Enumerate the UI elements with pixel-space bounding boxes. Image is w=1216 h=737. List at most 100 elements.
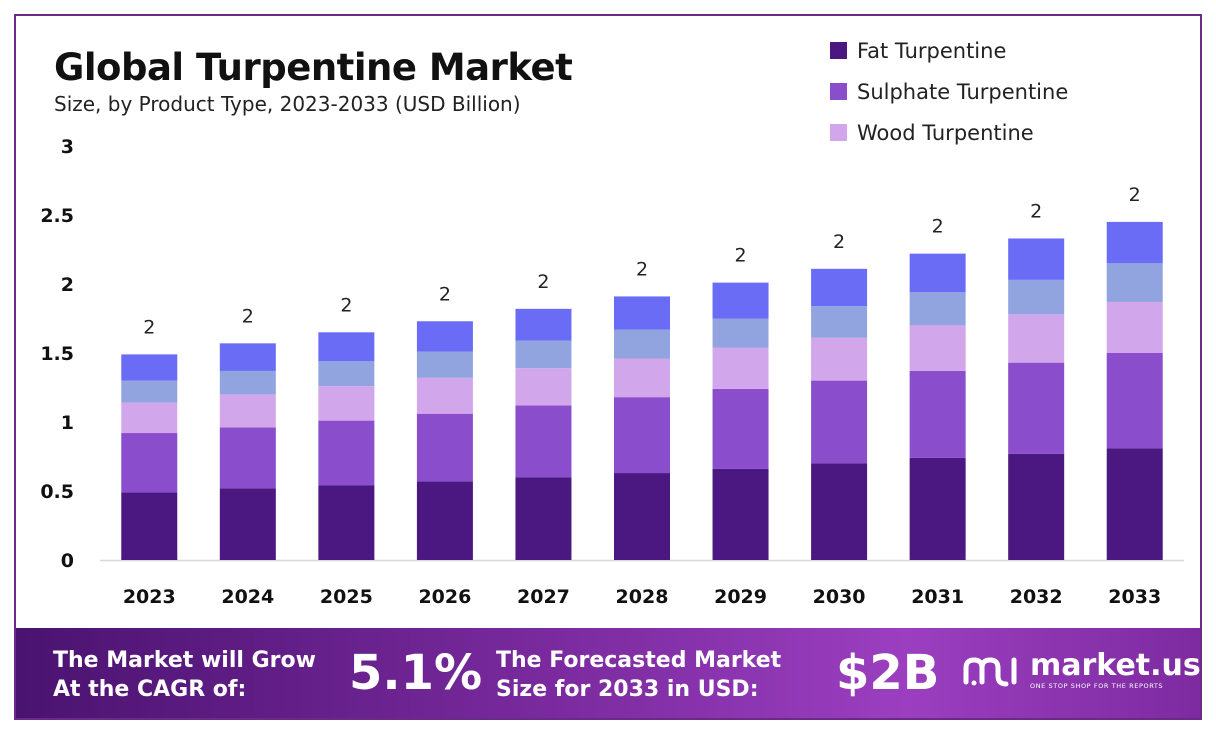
forecast-caption-line1: The Forecasted Market	[496, 646, 781, 675]
data-label: 2	[833, 231, 845, 253]
brand-text: market.us ONE STOP SHOP FOR THE REPORTS	[1030, 650, 1201, 691]
bar-segment	[614, 330, 670, 359]
chart-plot: 0 0.5 1 1.5 2 2.5 3 2 2023 2 2024 2 2025 2 2026 2 2027 2 2…	[16, 16, 1202, 628]
data-label: 2	[932, 216, 944, 238]
data-label: 2	[1129, 184, 1141, 206]
y-tick-label: 1.5	[40, 343, 74, 365]
bar-segment	[713, 469, 769, 560]
bar-segment	[318, 485, 374, 560]
bar-segment	[121, 403, 177, 433]
bar-segment	[417, 481, 473, 560]
bar-segment	[220, 488, 276, 560]
bar-segment	[614, 397, 670, 473]
bar-segment	[713, 319, 769, 348]
bar-segment	[910, 371, 966, 458]
cagr-caption-line2: At the CAGR of:	[53, 675, 316, 704]
y-tick-label: 2.5	[40, 205, 74, 227]
bar-segment	[910, 458, 966, 560]
bar-segment	[614, 296, 670, 329]
bar-segment	[1107, 353, 1163, 448]
bar-segment	[515, 368, 571, 405]
bar-segment	[713, 389, 769, 469]
forecast-caption-line2: Size for 2033 in USD:	[496, 675, 781, 704]
bar-segment	[713, 283, 769, 319]
bar-segment	[220, 371, 276, 394]
bar-segment	[220, 343, 276, 371]
bar-segment	[910, 292, 966, 325]
x-tick-label: 2025	[320, 586, 373, 608]
bar-segment	[515, 341, 571, 369]
y-tick-label: 0	[61, 550, 74, 572]
data-label: 2	[439, 283, 451, 305]
x-tick-label: 2026	[418, 586, 471, 608]
y-tick-label: 1	[61, 412, 74, 434]
bar-segment	[1107, 302, 1163, 353]
bar-segment	[1008, 363, 1064, 454]
bar-segment	[121, 381, 177, 403]
bar-segment	[1008, 454, 1064, 560]
brand-logo: market.us ONE STOP SHOP FOR THE REPORTS	[962, 650, 1201, 691]
bar-segment	[318, 421, 374, 486]
x-tick-label: 2023	[123, 586, 176, 608]
bar-segment	[811, 338, 867, 381]
bar-segment	[417, 414, 473, 482]
x-tick-label: 2027	[517, 586, 570, 608]
bar-segment	[515, 405, 571, 477]
x-tick-label: 2030	[813, 586, 866, 608]
x-tick-label: 2024	[221, 586, 274, 608]
bar-segment	[318, 332, 374, 361]
bar-segment	[1107, 263, 1163, 302]
bar-segment	[811, 381, 867, 464]
data-label: 2	[734, 245, 746, 267]
data-label: 2	[636, 258, 648, 280]
bar-segment	[220, 428, 276, 489]
market-us-logo-icon	[962, 652, 1024, 690]
bar-segment	[811, 463, 867, 560]
bar-segment	[515, 477, 571, 560]
bar-segment	[121, 433, 177, 492]
bar-segment	[318, 361, 374, 386]
data-label: 2	[537, 271, 549, 293]
bar-segment	[1107, 222, 1163, 263]
cagr-value: 5.1%	[349, 644, 482, 702]
bar-segment	[417, 352, 473, 378]
x-tick-label: 2029	[714, 586, 767, 608]
bar-segment	[1008, 280, 1064, 315]
bar-segment	[1008, 238, 1064, 279]
bar-segment	[121, 354, 177, 380]
y-tick-label: 3	[61, 136, 74, 158]
footer-banner: The Market will Grow At the CAGR of: 5.1…	[16, 628, 1202, 720]
brand-name: market.us	[1030, 650, 1201, 682]
bar-segment	[811, 269, 867, 306]
forecast-value: $2B	[836, 644, 939, 702]
bar-segment	[1107, 448, 1163, 560]
bar-segment	[1008, 314, 1064, 362]
x-tick-label: 2032	[1010, 586, 1063, 608]
bar-segment	[417, 378, 473, 414]
bar-segment	[220, 394, 276, 427]
cagr-caption-line1: The Market will Grow	[53, 646, 316, 675]
bar-segment	[713, 347, 769, 388]
bar-segment	[614, 359, 670, 398]
chart-frame: Global Turpentine Market Size, by Produc…	[14, 14, 1202, 720]
brand-tagline: ONE STOP SHOP FOR THE REPORTS	[1030, 682, 1201, 691]
data-label: 2	[242, 305, 254, 327]
bar-segment	[910, 254, 966, 293]
x-tick-label: 2033	[1108, 586, 1161, 608]
data-label: 2	[340, 294, 352, 316]
bar-segment	[515, 309, 571, 341]
forecast-caption: The Forecasted Market Size for 2033 in U…	[496, 646, 781, 704]
cagr-caption: The Market will Grow At the CAGR of:	[53, 646, 316, 704]
bar-segment	[318, 386, 374, 421]
bar-segment	[811, 306, 867, 338]
x-tick-label: 2028	[616, 586, 669, 608]
data-label: 2	[143, 316, 155, 338]
bar-segment	[121, 492, 177, 560]
data-label: 2	[1030, 200, 1042, 222]
x-tick-label: 2031	[911, 586, 964, 608]
y-tick-label: 2	[61, 274, 74, 296]
y-tick-label: 0.5	[40, 481, 74, 503]
bar-segment	[614, 473, 670, 560]
bar-segment	[417, 321, 473, 351]
bar-segment	[910, 325, 966, 371]
